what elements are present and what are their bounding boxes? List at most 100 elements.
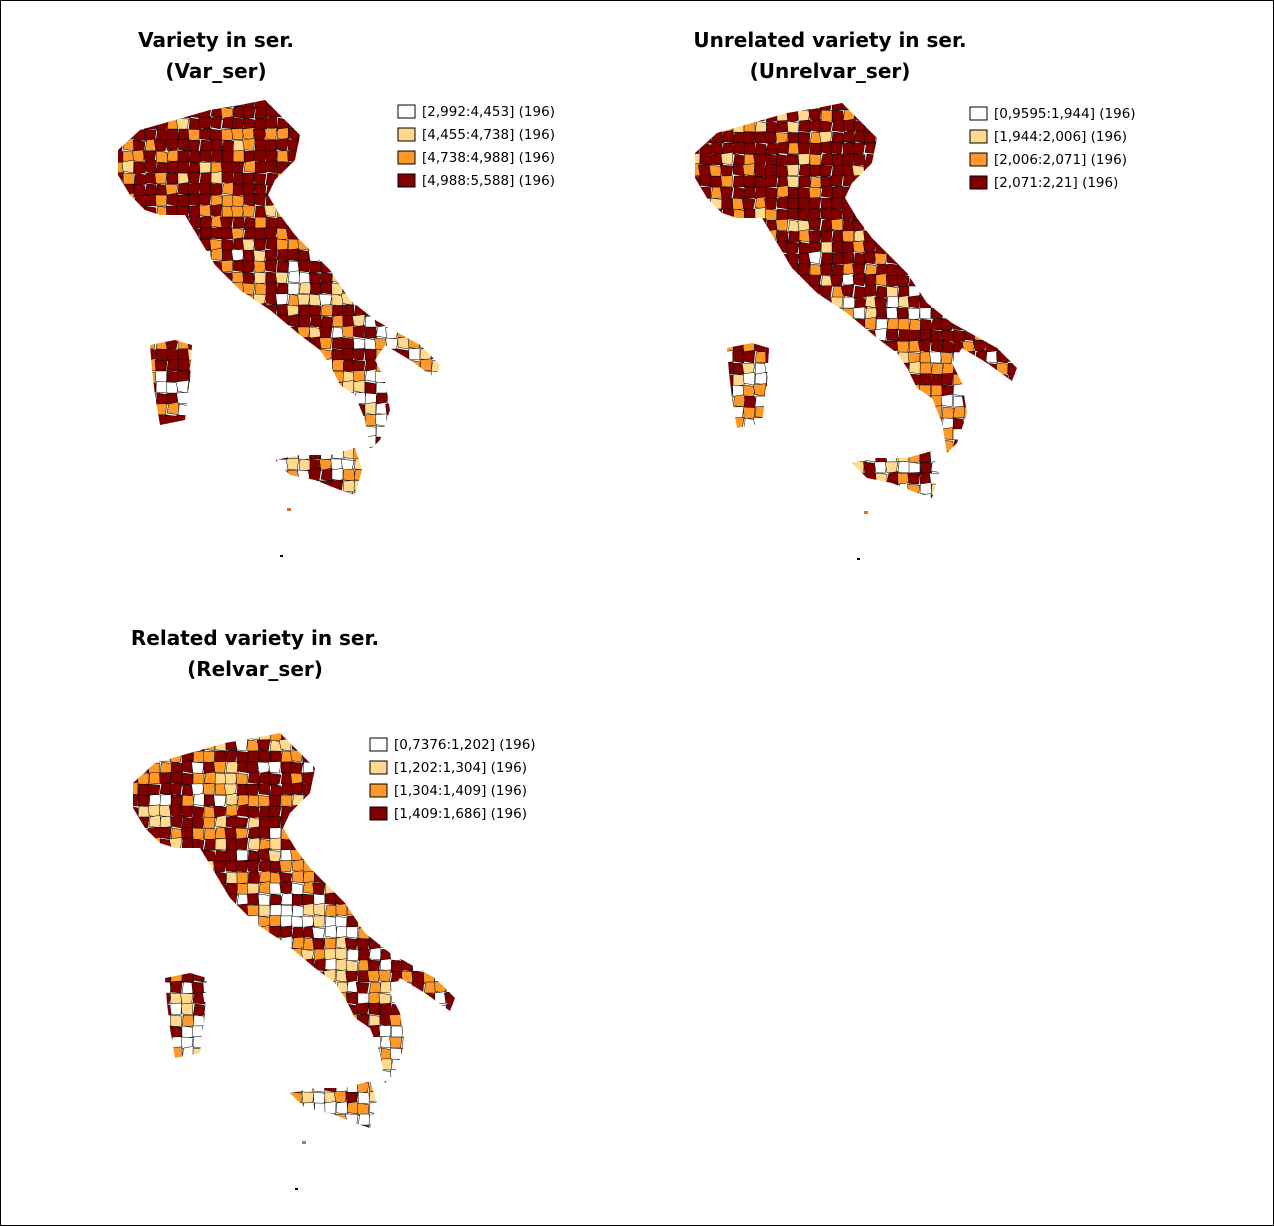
- region: [265, 237, 279, 251]
- region: [258, 859, 271, 873]
- region: [166, 370, 179, 384]
- region: [335, 958, 348, 972]
- region: [191, 761, 205, 775]
- region: [153, 139, 168, 152]
- region: [809, 175, 823, 190]
- island-dot: [302, 1141, 306, 1144]
- region: [939, 351, 954, 365]
- region: [775, 218, 789, 232]
- region: [144, 159, 157, 174]
- region: [276, 303, 289, 317]
- region: [287, 248, 300, 262]
- region: [264, 259, 278, 273]
- region: [155, 150, 168, 164]
- region: [221, 150, 234, 163]
- region: [357, 948, 371, 961]
- region: [269, 750, 283, 763]
- region: [236, 871, 249, 884]
- region: [202, 750, 216, 763]
- region: [264, 127, 278, 141]
- region: [231, 249, 245, 262]
- region: [169, 980, 183, 994]
- region: [302, 903, 315, 917]
- legend-swatch: [369, 806, 388, 821]
- region: [331, 467, 344, 482]
- region: [897, 274, 910, 288]
- region: [276, 150, 289, 163]
- region: [885, 274, 899, 287]
- region: [368, 981, 383, 995]
- region: [907, 307, 921, 320]
- region: [258, 904, 271, 917]
- region: [199, 149, 212, 163]
- region: [159, 815, 173, 829]
- region: [765, 175, 778, 188]
- legend-label: [4,738:4,988] (196): [422, 150, 555, 166]
- region: [265, 115, 278, 130]
- region: [940, 373, 954, 386]
- region: [896, 340, 910, 354]
- region: [907, 472, 921, 485]
- region: [754, 164, 767, 178]
- region: [223, 783, 238, 796]
- region: [253, 260, 267, 273]
- region: [280, 750, 294, 763]
- region: [166, 128, 180, 141]
- region: [829, 274, 844, 287]
- island-dot: [280, 555, 283, 557]
- region: [742, 371, 756, 386]
- region: [232, 194, 245, 208]
- region: [764, 208, 778, 222]
- region: [210, 227, 223, 240]
- region: [276, 127, 290, 141]
- region: [287, 313, 301, 328]
- region: [331, 336, 345, 350]
- region: [886, 317, 900, 331]
- region: [808, 186, 822, 200]
- region: [169, 1002, 183, 1016]
- region: [864, 283, 877, 298]
- region: [209, 203, 223, 218]
- region: [263, 204, 278, 218]
- region: [253, 172, 267, 186]
- region: [357, 992, 370, 1005]
- region: [929, 351, 943, 364]
- region: [214, 838, 227, 851]
- region: [224, 827, 238, 840]
- legend-label: [2,992:4,453] (196): [422, 104, 555, 120]
- region: [862, 241, 877, 254]
- region: [312, 882, 326, 895]
- region: [274, 271, 289, 285]
- region: [829, 141, 844, 155]
- region: [710, 141, 723, 155]
- region: [797, 142, 811, 155]
- region: [319, 337, 333, 350]
- region: [807, 218, 822, 232]
- region: [210, 171, 223, 185]
- region: [324, 924, 337, 939]
- region: [797, 131, 811, 145]
- region: [242, 271, 256, 285]
- region: [274, 138, 289, 152]
- region: [230, 205, 245, 218]
- legend-label: [4,455:4,738] (196): [422, 127, 555, 143]
- region: [353, 379, 366, 394]
- region: [908, 329, 921, 342]
- region: [301, 1091, 315, 1104]
- region: [245, 761, 260, 774]
- region: [225, 859, 238, 873]
- region: [258, 881, 272, 895]
- region: [808, 274, 822, 287]
- region: [280, 892, 294, 906]
- region: [165, 139, 179, 152]
- region: [242, 205, 256, 218]
- region: [764, 197, 778, 210]
- region: [180, 805, 194, 818]
- region: [324, 937, 337, 950]
- region: [765, 163, 778, 177]
- region: [940, 393, 954, 408]
- region: [276, 248, 290, 262]
- region: [309, 315, 323, 328]
- region: [308, 293, 322, 307]
- region: [357, 970, 370, 983]
